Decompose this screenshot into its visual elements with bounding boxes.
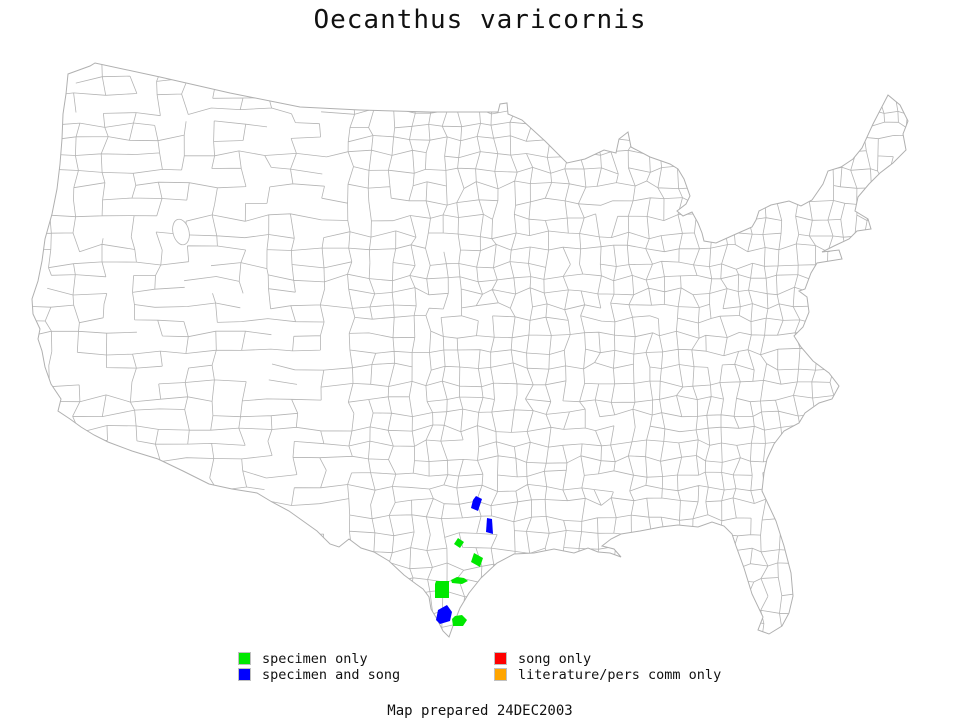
legend-label: specimen and song [262, 666, 401, 683]
map-marker-specimen-and-song [436, 605, 452, 624]
legend-swatch-specimen-only [238, 652, 251, 665]
legend-item-song-only: song only [494, 650, 592, 667]
map-marker-specimen-and-song [486, 518, 493, 534]
legend-swatch-song-only [494, 652, 507, 665]
legend-swatch-literature [494, 668, 507, 681]
map-marker-specimen-only [471, 553, 483, 567]
legend-item-specimen-only: specimen only [238, 650, 368, 667]
legend-label: specimen only [262, 650, 368, 667]
legend-swatch-specimen-and-song [238, 668, 251, 681]
legend-item-specimen-and-song: specimen and song [238, 666, 401, 683]
map-prepared-date: Map prepared 24DEC2003 [387, 703, 573, 719]
legend-label: literature/pers comm only [518, 666, 722, 683]
map-marker-specimen-only [452, 615, 467, 626]
map-marker-specimen-only [451, 577, 468, 584]
record-markers [435, 496, 493, 626]
map-marker-specimen-only [454, 538, 464, 548]
legend-label: song only [518, 650, 592, 667]
map-marker-specimen-and-song [471, 496, 482, 511]
map-marker-specimen-only [435, 581, 449, 598]
great-salt-lake [172, 218, 190, 246]
legend-item-literature: literature/pers comm only [494, 666, 722, 683]
page-title: Oecanthus varicornis [313, 5, 647, 35]
